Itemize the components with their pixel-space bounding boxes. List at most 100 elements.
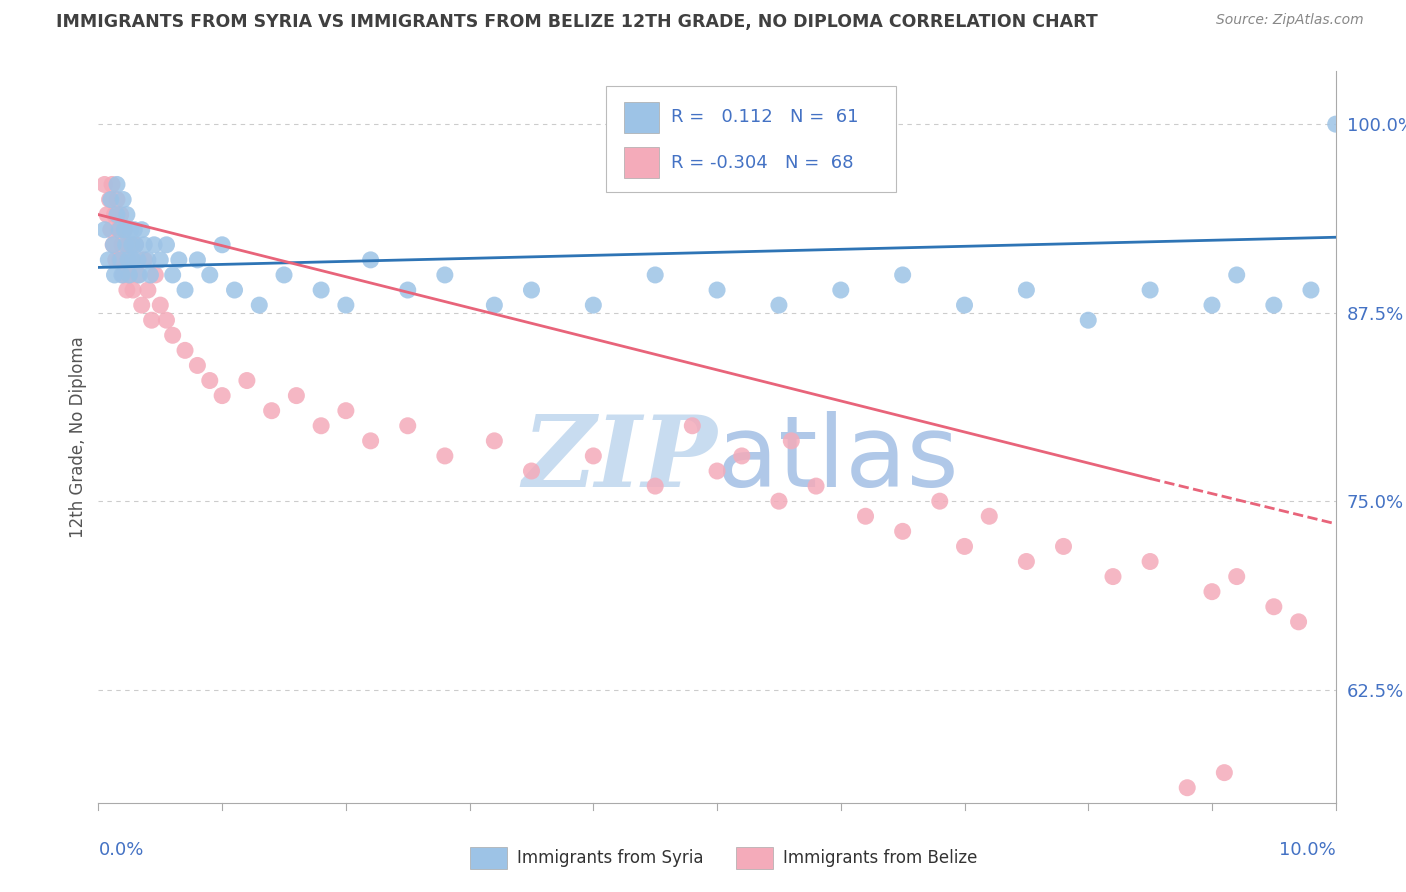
Point [124, 237, 146, 252]
Point [118, 268, 141, 282]
Point [155, 237, 177, 252]
Point [124, 223, 146, 237]
Point [103, 268, 125, 282]
Point [484, 298, 506, 312]
Point [128, 268, 150, 282]
Point [174, 343, 197, 358]
Point [273, 268, 295, 282]
Point [484, 434, 506, 448]
Point [134, 237, 156, 252]
Point [111, 268, 134, 282]
Point [309, 283, 332, 297]
Point [198, 374, 221, 388]
Point [780, 434, 803, 448]
Point [122, 283, 145, 297]
Point [768, 298, 790, 312]
Point [855, 509, 877, 524]
Point [1226, 569, 1249, 583]
Point [1213, 765, 1236, 780]
Text: IMMIGRANTS FROM SYRIA VS IMMIGRANTS FROM BELIZE 12TH GRADE, NO DIPLOMA CORRELATI: IMMIGRANTS FROM SYRIA VS IMMIGRANTS FROM… [56, 13, 1098, 31]
Point [143, 268, 166, 282]
Point [520, 283, 543, 297]
Point [198, 268, 221, 282]
Text: 0.0%: 0.0% [98, 840, 143, 858]
Point [247, 298, 270, 312]
Point [112, 268, 135, 282]
Point [520, 464, 543, 478]
Point [103, 237, 125, 252]
Point [174, 283, 197, 297]
Text: R = -0.304   N =  68: R = -0.304 N = 68 [671, 153, 853, 172]
Point [1201, 298, 1223, 312]
Point [108, 252, 131, 267]
Point [98, 193, 121, 207]
Point [127, 252, 149, 267]
Point [681, 418, 703, 433]
Point [1263, 599, 1285, 614]
Point [804, 479, 827, 493]
Point [644, 479, 666, 493]
Point [131, 298, 153, 312]
Point [110, 252, 132, 267]
Point [1052, 540, 1074, 554]
FancyBboxPatch shape [624, 147, 659, 178]
Point [768, 494, 790, 508]
Point [928, 494, 950, 508]
Point [211, 389, 233, 403]
Point [117, 237, 139, 252]
Point [1263, 298, 1285, 312]
Point [97, 252, 120, 267]
Point [104, 252, 127, 267]
Point [149, 298, 172, 312]
Point [706, 464, 728, 478]
Point [953, 298, 976, 312]
Text: atlas: atlas [717, 410, 959, 508]
Point [112, 223, 135, 237]
Point [1139, 283, 1161, 297]
Point [162, 268, 184, 282]
Point [830, 283, 852, 297]
Point [396, 418, 419, 433]
Point [162, 328, 184, 343]
Point [110, 208, 132, 222]
Point [167, 252, 190, 267]
Point [93, 223, 115, 237]
Point [134, 252, 156, 267]
FancyBboxPatch shape [735, 847, 773, 869]
Point [1324, 117, 1347, 131]
FancyBboxPatch shape [606, 86, 897, 192]
FancyBboxPatch shape [624, 102, 659, 133]
Point [979, 509, 1001, 524]
Text: Immigrants from Belize: Immigrants from Belize [783, 848, 977, 867]
Point [1288, 615, 1310, 629]
Point [111, 237, 134, 252]
Point [114, 237, 136, 252]
Text: R =   0.112   N =  61: R = 0.112 N = 61 [671, 109, 859, 127]
Point [136, 283, 159, 297]
Point [105, 208, 128, 222]
Point [335, 403, 357, 417]
Point [433, 449, 456, 463]
Point [115, 208, 138, 222]
Point [101, 178, 124, 192]
Point [433, 268, 456, 282]
Point [360, 434, 382, 448]
Point [891, 268, 914, 282]
Point [155, 313, 177, 327]
Point [117, 252, 139, 267]
Point [706, 283, 728, 297]
Point [100, 193, 122, 207]
Point [121, 237, 143, 252]
FancyBboxPatch shape [470, 847, 506, 869]
Point [335, 298, 357, 312]
Point [141, 313, 163, 327]
Point [149, 252, 172, 267]
Point [1201, 584, 1223, 599]
Point [582, 298, 605, 312]
Point [1015, 283, 1038, 297]
Point [1077, 313, 1099, 327]
Point [360, 252, 382, 267]
Point [186, 252, 208, 267]
Point [103, 237, 125, 252]
Point [285, 389, 308, 403]
